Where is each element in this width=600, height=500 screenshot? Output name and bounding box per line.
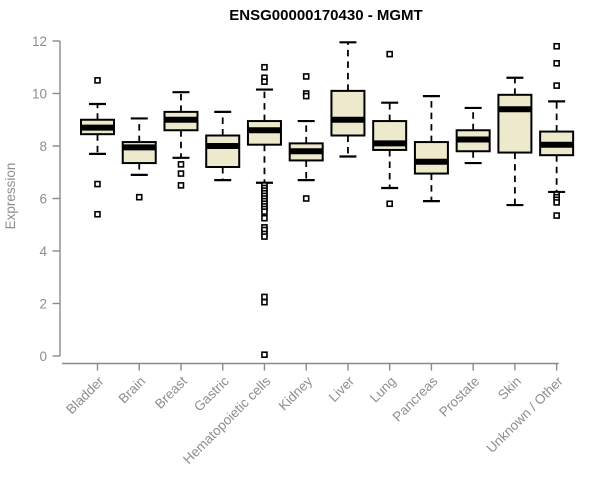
outlier-point — [261, 208, 268, 215]
x-tick-label: Lung — [367, 374, 399, 406]
outlier-point — [302, 73, 310, 80]
outlier-point — [302, 92, 310, 100]
y-tick-label: 10 — [32, 86, 47, 101]
outlier-point — [177, 161, 185, 168]
y-tick-label: 2 — [39, 296, 47, 311]
outlier-point — [553, 212, 560, 219]
outlier-point — [94, 210, 101, 218]
x-tick-label: Pancreas — [390, 373, 441, 424]
outlier-point — [553, 60, 560, 67]
boxplot-liver — [330, 41, 366, 158]
y-tick-label: 8 — [39, 139, 47, 154]
outlier-point — [261, 298, 268, 306]
outlier-point — [261, 63, 268, 71]
boxplot-lung — [372, 50, 408, 208]
boxes-layer — [80, 41, 575, 358]
boxplot-pancreas — [413, 95, 449, 203]
boxplot-gastric — [205, 110, 241, 182]
outlier-point — [261, 293, 268, 301]
x-tick-label: Liver — [326, 373, 358, 405]
y-axis-title: Expression — [3, 163, 18, 230]
iqr-box — [330, 89, 366, 137]
x-tick-label: Breast — [152, 373, 190, 411]
boxplot-bladder — [80, 77, 115, 218]
outlier-point — [94, 77, 101, 84]
x-tick-label: Skin — [495, 374, 524, 403]
boxplot-unknown-other — [539, 42, 575, 219]
x-tick-label: Bladder — [63, 373, 107, 417]
x-tick-label: Unknown / Other — [484, 373, 567, 456]
outlier-point — [177, 182, 185, 189]
boxplot-brain — [121, 117, 157, 201]
outlier-point — [302, 195, 310, 202]
outlier-point — [94, 180, 101, 188]
outlier-point — [386, 50, 393, 58]
boxplot-breast — [163, 91, 199, 189]
boxplot-prostate — [455, 106, 491, 165]
boxplot-skin — [497, 76, 533, 207]
x-tick-label: Prostate — [436, 374, 482, 420]
y-tick-label: 12 — [32, 34, 47, 49]
iqr-box — [205, 134, 241, 168]
iqr-box — [413, 141, 449, 175]
y-tick-label: 0 — [39, 349, 47, 364]
chart-title: ENSG00000170430 - MGMT — [229, 7, 422, 24]
outlier-point — [386, 200, 393, 208]
outlier-point — [177, 170, 185, 177]
x-tick-label: Gastric — [191, 373, 232, 414]
x-tick-label: Brain — [115, 374, 148, 407]
y-tick-label: 4 — [39, 244, 47, 259]
boxplot-kidney — [288, 73, 324, 202]
outlier-point — [553, 199, 560, 206]
outlier-point — [553, 82, 560, 89]
outlier-point — [135, 193, 143, 201]
boxplot-hematopoietic-cells — [246, 63, 282, 358]
outlier-point — [261, 78, 268, 85]
y-tick-label: 6 — [39, 191, 47, 206]
outlier-point — [553, 42, 560, 50]
x-tick-label: Kidney — [276, 373, 316, 413]
outlier-point — [261, 214, 268, 222]
iqr-box — [497, 93, 533, 154]
outlier-point — [261, 351, 268, 358]
outlier-point — [261, 233, 268, 240]
